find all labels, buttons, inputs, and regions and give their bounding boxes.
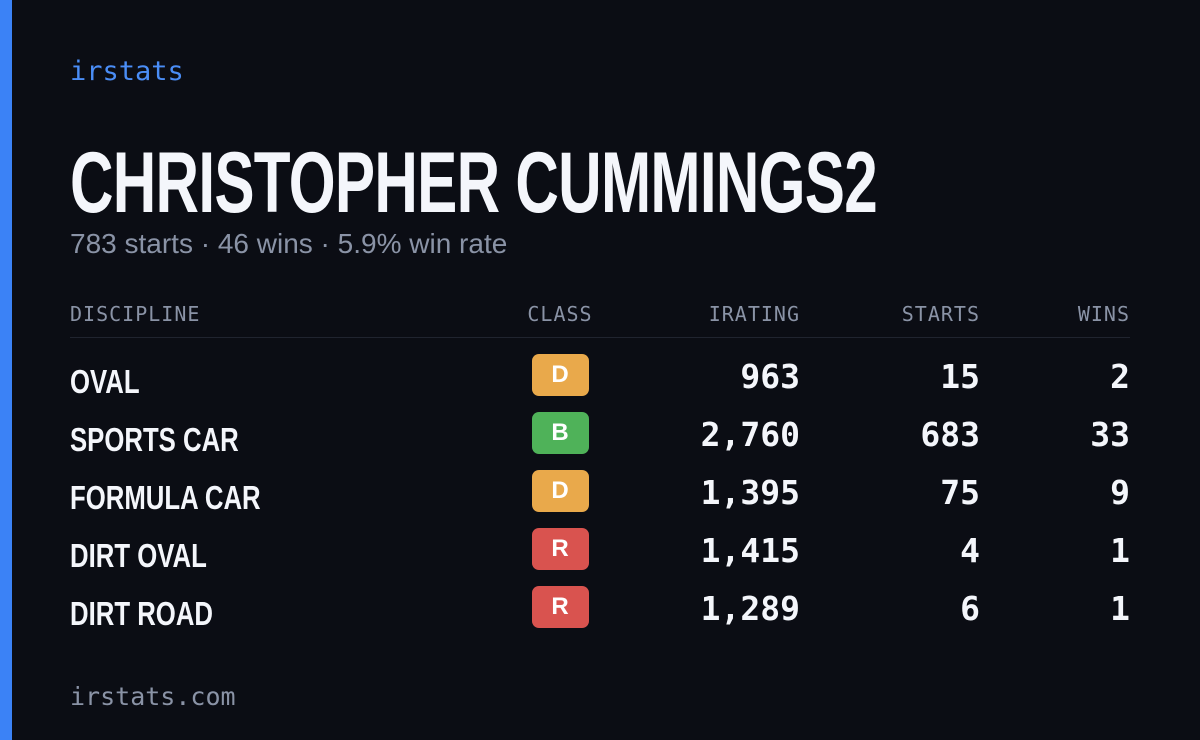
starts: 6 (960, 589, 980, 628)
discipline: DIRT OVAL (70, 537, 207, 574)
wins: 33 (1090, 415, 1130, 454)
starts: 15 (940, 357, 980, 396)
class-badge: R (531, 586, 589, 628)
brand: irstats (70, 56, 184, 87)
irating: 1,395 (700, 473, 800, 512)
wins: 1 (1110, 589, 1130, 628)
starts: 683 (920, 415, 980, 454)
column-header: WINS (1077, 302, 1130, 326)
class-badge: B (531, 412, 589, 454)
discipline: OVAL (70, 363, 140, 400)
starts: 4 (960, 531, 980, 570)
column-header: STARTS (901, 302, 980, 326)
column-header: DISCIPLINE (70, 302, 201, 326)
divider (70, 337, 1130, 338)
starts: 75 (940, 473, 980, 512)
class-badge: D (531, 470, 589, 512)
column-header: CLASS (527, 302, 593, 326)
irating: 963 (740, 357, 800, 396)
discipline: FORMULA CAR (70, 479, 261, 516)
driver-name: CHRISTOPHER CUMMINGS2 (70, 135, 878, 231)
class-badge: D (531, 354, 589, 396)
wins: 2 (1110, 357, 1130, 396)
wins: 1 (1110, 531, 1130, 570)
column-header: IRATING (708, 302, 800, 326)
irating: 2,760 (700, 415, 800, 454)
accent-bar (0, 0, 12, 740)
irating: 1,289 (700, 589, 800, 628)
summary: 783 starts · 46 wins · 5.9% win rate (70, 228, 508, 259)
wins: 9 (1110, 473, 1130, 512)
discipline: SPORTS CAR (70, 421, 239, 458)
irating: 1,415 (700, 531, 800, 570)
footer: irstats.com (70, 682, 236, 711)
discipline: DIRT ROAD (70, 595, 213, 632)
class-badge: R (531, 528, 589, 570)
